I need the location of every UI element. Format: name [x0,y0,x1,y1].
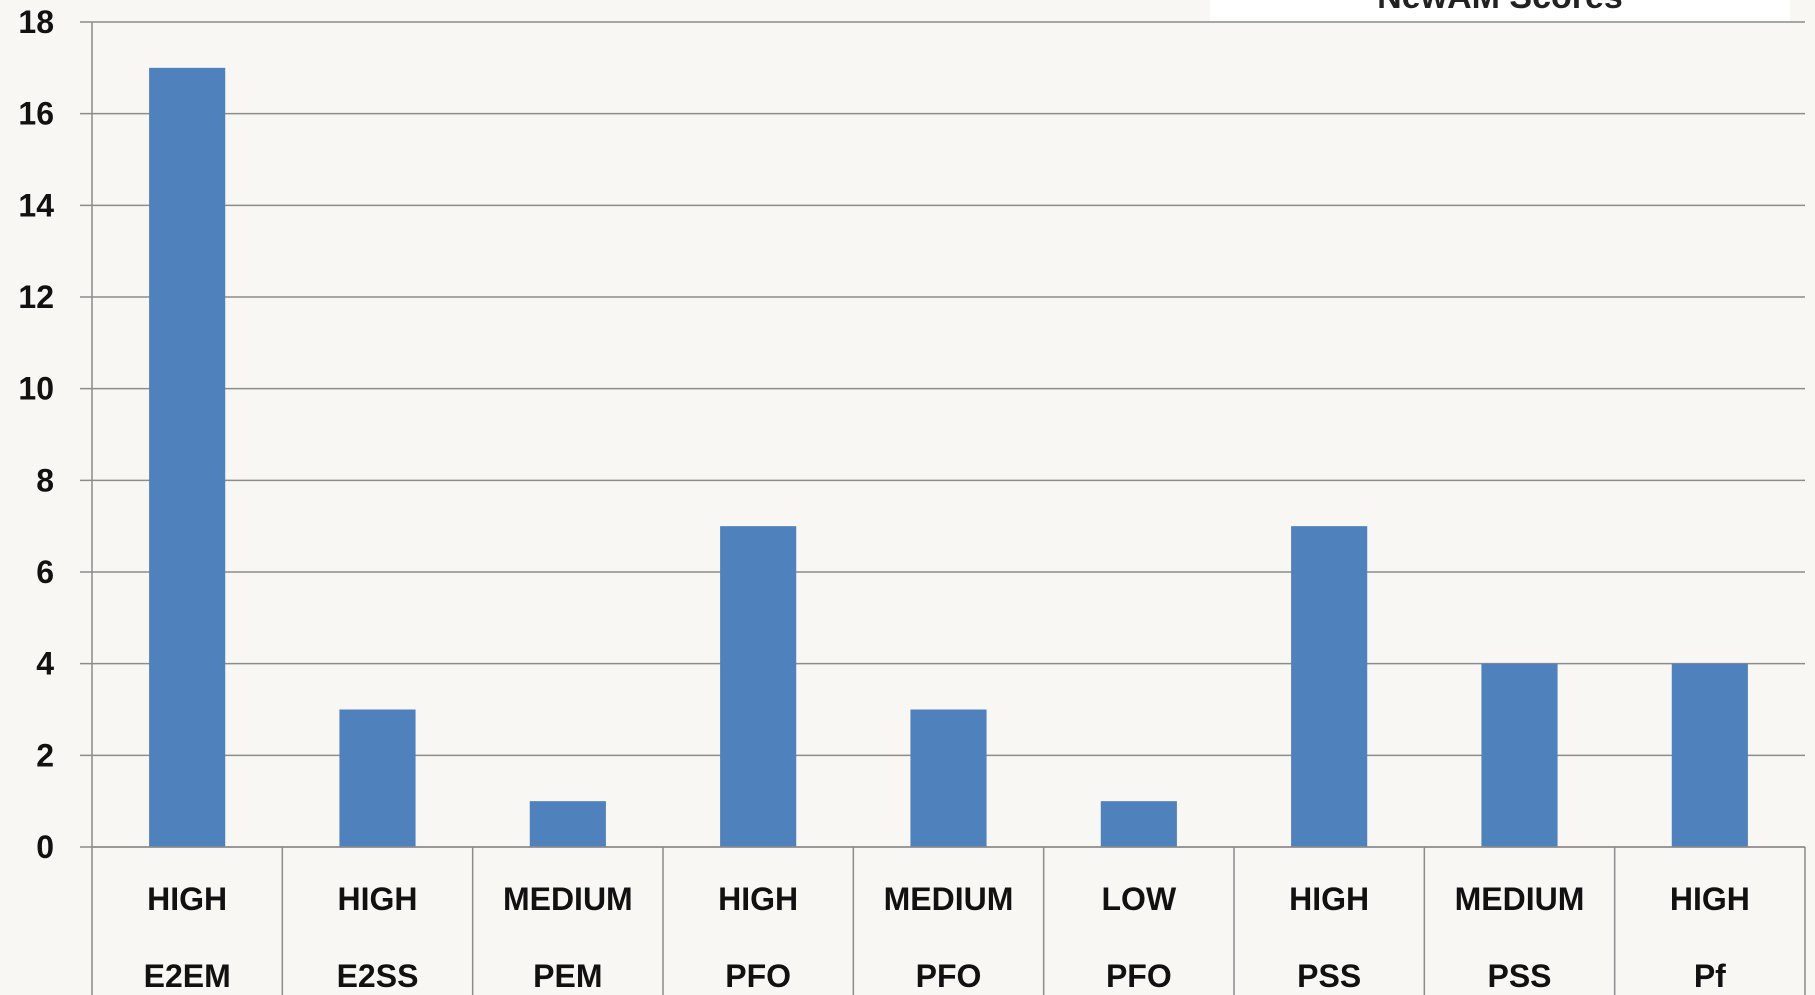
bar [910,709,987,847]
x-category-label: MEDIUM [503,881,633,917]
x-axis: HIGH E2EM HIGH E2SS MEDIUM PEM HIGH PFO MEDIUM PF… [91,22,1806,995]
x-category-label: HIGH [147,881,227,917]
x-category-label: PFO [725,958,791,994]
bar [149,67,226,848]
x-category-label: PSS [1297,958,1361,994]
bars [149,67,1748,848]
bar [1291,526,1368,847]
bar [1671,663,1748,847]
y-tick-label: 14 [18,187,54,223]
bar [720,526,797,847]
x-category-label: MEDIUM [1455,881,1585,917]
y-tick-label: 16 [18,96,54,132]
x-category-label: MEDIUM [884,881,1014,917]
y-tick-label: 6 [36,554,54,590]
legend-label: NewAM Scores [1377,0,1623,16]
y-tick-label: 0 [36,829,54,865]
x-category-label: HIGH [1289,881,1369,917]
x-category-label: E2EM [144,958,231,994]
y-tick-label: 12 [18,279,54,315]
x-category-label: PFO [916,958,982,994]
x-category-label: E2SS [337,958,419,994]
y-axis-tick-labels: 0 2 4 6 8 10 12 14 16 18 [18,4,54,865]
x-category-label: HIGH [1670,881,1750,917]
x-category-label: Pf [1694,958,1726,994]
bar [1481,663,1558,847]
y-tick-label: 18 [18,4,54,40]
x-category-label: PFO [1106,958,1172,994]
x-category-label: HIGH [718,881,798,917]
y-tick-label: 8 [36,462,54,498]
x-category-label: LOW [1102,881,1177,917]
bar [339,709,416,847]
bar [529,801,606,847]
y-tick-label: 10 [18,371,54,407]
bar [1100,801,1177,847]
y-tick-label: 2 [36,737,54,773]
legend-box [1210,0,1790,22]
y-tick-label: 4 [36,646,54,682]
x-category-label: PSS [1487,958,1551,994]
x-category-label: PEM [533,958,602,994]
x-category-label: HIGH [338,881,418,917]
